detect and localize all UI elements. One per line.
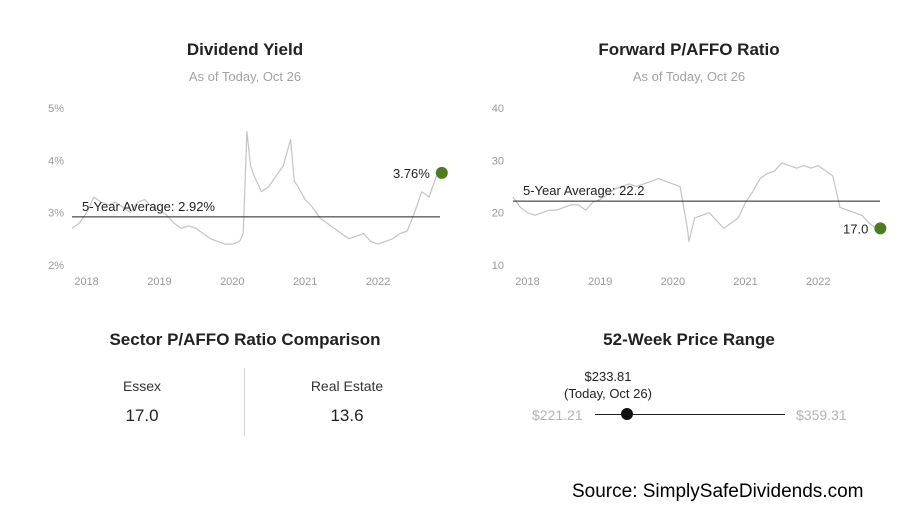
sector-item-essex: Essex 17.0 [92,378,192,426]
source-credit: Source: SimplySafeDividends.com [572,481,864,502]
y-tick-label: 30 [492,155,504,167]
series-line [71,130,439,245]
y-tick-label: 2% [48,260,64,272]
y-tick-label: 5% [48,103,64,115]
x-tick-label: 2019 [588,276,612,288]
dividend-yield-title: Dividend Yield [186,40,304,59]
y-tick-label: 10 [492,260,504,272]
x-tick-label: 2021 [733,276,757,288]
sector-divider [244,368,245,436]
average-label: 5-Year Average: 2.92% [82,199,215,214]
current-price: $233.81 [584,369,632,384]
y-tick-label: 20 [492,208,504,220]
sector-item-value: 17.0 [125,406,159,425]
dividend-yield-subtitle: As of Today, Oct 26 [188,69,302,84]
sector-item-label: Real Estate [310,378,384,394]
x-tick-label: 2018 [515,276,539,288]
x-tick-label: 2020 [220,276,244,288]
price-range-title: 52-Week Price Range [603,330,775,349]
x-tick-label: 2018 [74,276,98,288]
pafo-ratio-subtitle: As of Today, Oct 26 [632,69,746,84]
series-line [512,162,877,242]
sector-item-real-estate: Real Estate 13.6 [287,378,407,426]
pafo-ratio-title: Forward P/AFFO Ratio [598,40,780,59]
y-tick-label: 3% [48,208,64,220]
x-tick-label: 2022 [806,276,830,288]
current-price-callout: $233.81 (Today, Oct 26) [548,368,668,402]
y-tick-label: 4% [48,155,64,167]
range-track [595,414,785,415]
range-current-marker [621,408,634,420]
range-low-label: $221.21 [532,407,583,423]
dividend-yield-chart: 5% 4% 3% 2% 2018 2019 2020 2021 2022 5-Year Avera… [48,103,448,288]
x-tick-label: 2021 [293,276,317,288]
latest-value-label: 17.0 [843,221,868,236]
latest-value-marker [435,166,448,179]
y-tick-label: 40 [492,103,504,115]
current-price-note: (Today, Oct 26) [564,386,652,401]
average-label: 5-Year Average: 22.2 [523,183,644,198]
latest-value-label: 3.76% [393,166,430,181]
range-high-label: $359.31 [796,407,847,423]
x-tick-label: 2022 [366,276,390,288]
x-tick-label: 2020 [661,276,685,288]
x-tick-label: 2019 [147,276,171,288]
pafo-ratio-chart: 40 30 20 10 2018 2019 2020 2021 2022 5-Year Avera… [492,103,887,288]
sector-item-value: 13.6 [330,406,364,425]
latest-value-marker [874,222,887,235]
sector-item-label: Essex [122,378,162,394]
sector-comparison-title: Sector P/AFFO Ratio Comparison [109,330,381,349]
